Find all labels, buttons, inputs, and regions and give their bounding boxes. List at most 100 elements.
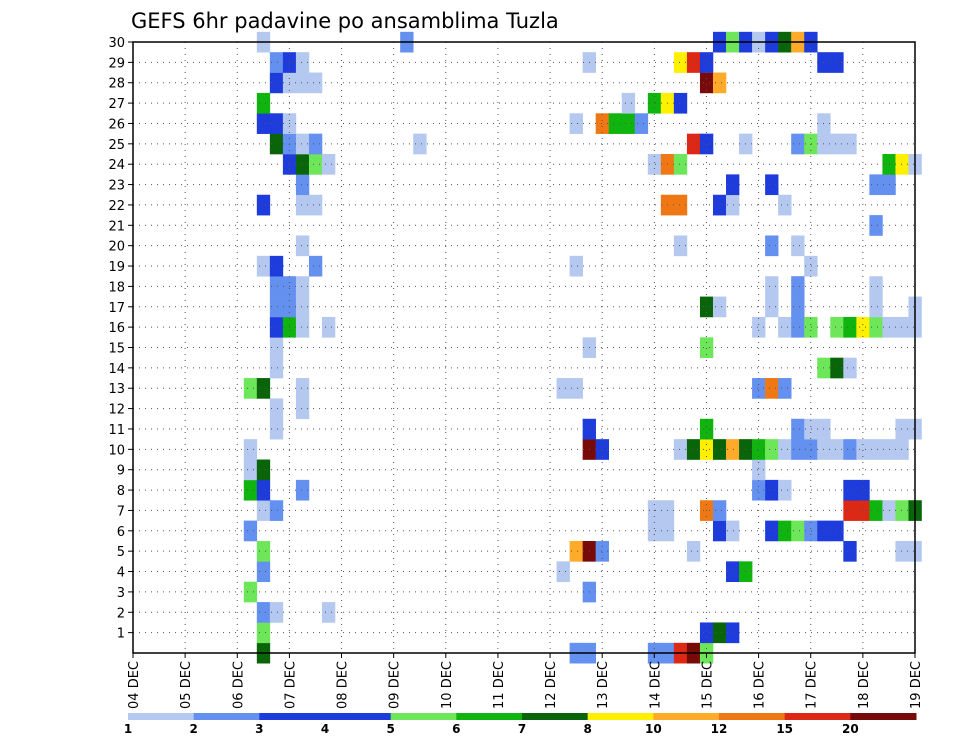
precip-cell <box>256 479 271 501</box>
y-tick-label: 2 <box>117 606 125 621</box>
y-tick-label: 12 <box>108 403 125 418</box>
precip-cell <box>843 316 857 338</box>
precip-cell <box>647 154 662 175</box>
precip-cell <box>269 72 284 94</box>
y-tick-label: 23 <box>108 179 125 194</box>
legend-label: 4 <box>321 722 329 736</box>
x-tick-label: 18 DEC <box>857 661 872 709</box>
legend-label: 7 <box>518 722 526 736</box>
legend-swatch <box>259 713 326 720</box>
precip-cell <box>256 561 271 583</box>
legend-label: 12 <box>711 722 728 736</box>
precip-cell <box>791 439 805 460</box>
legend-swatch <box>719 713 786 720</box>
precip-cell <box>869 215 883 236</box>
precip-cell <box>256 602 271 623</box>
precip-cell <box>791 133 805 155</box>
precip-cell <box>843 479 857 501</box>
precip-cell <box>778 316 792 338</box>
precip-cell <box>765 439 779 460</box>
precip-cell <box>569 378 583 399</box>
precip-cell <box>243 439 258 460</box>
x-tick-label: 06 DEC <box>231 661 246 709</box>
precip-cell <box>256 113 271 134</box>
precip-cell <box>295 154 310 175</box>
precip-cell <box>791 296 805 318</box>
precip-cell <box>595 540 610 562</box>
precip-cell <box>712 72 727 94</box>
precip-cell <box>830 133 844 155</box>
precip-cell <box>269 52 284 73</box>
precip-cell <box>699 337 714 358</box>
y-tick-label: 10 <box>108 443 125 458</box>
chart-title: GEFS 6hr padavine po ansamblima Tuzla <box>131 9 559 33</box>
precip-cell <box>712 439 727 460</box>
precip-cell <box>256 378 271 399</box>
legend-swatch <box>587 713 654 720</box>
y-tick-label: 19 <box>108 260 125 275</box>
precip-cell <box>608 113 623 134</box>
legend-swatch <box>193 713 260 720</box>
y-tick-label: 30 <box>108 36 125 51</box>
precip-cell <box>595 113 610 134</box>
precip-cell <box>647 92 662 114</box>
precip-cell <box>830 520 844 542</box>
y-tick-label: 7 <box>117 504 125 519</box>
precip-cell <box>869 276 883 297</box>
precip-cell <box>726 622 740 644</box>
y-tick-label: 26 <box>108 117 125 132</box>
precip-cell <box>869 316 883 338</box>
precip-cell <box>295 194 310 216</box>
x-tick-label: 14 DEC <box>648 661 663 709</box>
x-tick-label: 19 DEC <box>909 661 924 709</box>
precip-cell <box>269 500 284 521</box>
y-tick-label: 21 <box>108 219 125 234</box>
y-tick-label: 3 <box>117 586 125 601</box>
precip-cell <box>804 520 818 542</box>
precip-cell <box>726 520 740 542</box>
legend-label: 2 <box>189 722 197 736</box>
precip-cell <box>895 500 909 521</box>
y-tick-label: 1 <box>117 627 125 642</box>
precip-cell <box>712 500 727 521</box>
y-tick-label: 11 <box>108 423 125 438</box>
precip-cell <box>778 479 792 501</box>
precip-cell <box>726 194 740 216</box>
legend-swatch <box>653 713 720 720</box>
precip-cell <box>765 296 779 318</box>
precip-cell <box>699 418 714 440</box>
y-tick-label: 27 <box>108 97 125 112</box>
precip-cell <box>295 276 310 297</box>
precip-cell <box>752 316 766 338</box>
precip-cell <box>243 581 258 603</box>
precip-cell <box>269 398 284 420</box>
precip-cell <box>830 439 844 460</box>
precip-cell <box>712 622 727 644</box>
precip-cell <box>634 113 649 134</box>
x-tick-label: 10 DEC <box>440 661 455 709</box>
y-tick-label: 17 <box>108 301 125 316</box>
precip-cell <box>869 174 883 196</box>
precip-cell <box>295 72 310 94</box>
precip-cell <box>295 296 310 318</box>
precip-cell <box>778 194 792 216</box>
color-legend: 1 2 3 4 5 6 7 8 10 12 15 20 <box>124 713 917 736</box>
x-tick-label: 12 DEC <box>544 661 559 709</box>
x-axis: 04 DEC 05 DEC 06 DEC 07 DEC 08 DEC 09 DEC 10 D… <box>127 653 924 709</box>
x-tick-label: 15 DEC <box>700 661 715 709</box>
x-tick-label: 05 DEC <box>179 661 194 709</box>
precip-cell <box>569 113 583 134</box>
y-tick-label: 6 <box>117 525 125 540</box>
legend-swatch <box>325 713 392 720</box>
precip-cell <box>778 439 792 460</box>
precip-cell <box>256 622 271 644</box>
precip-cell <box>269 296 284 318</box>
precip-cell <box>791 235 805 257</box>
precip-cell <box>269 255 284 277</box>
precip-cell <box>621 113 636 134</box>
precip-cell <box>686 540 701 562</box>
precip-cell <box>308 154 323 175</box>
precip-cell <box>673 92 688 114</box>
precip-cell <box>647 520 662 542</box>
precip-cell <box>256 255 271 277</box>
